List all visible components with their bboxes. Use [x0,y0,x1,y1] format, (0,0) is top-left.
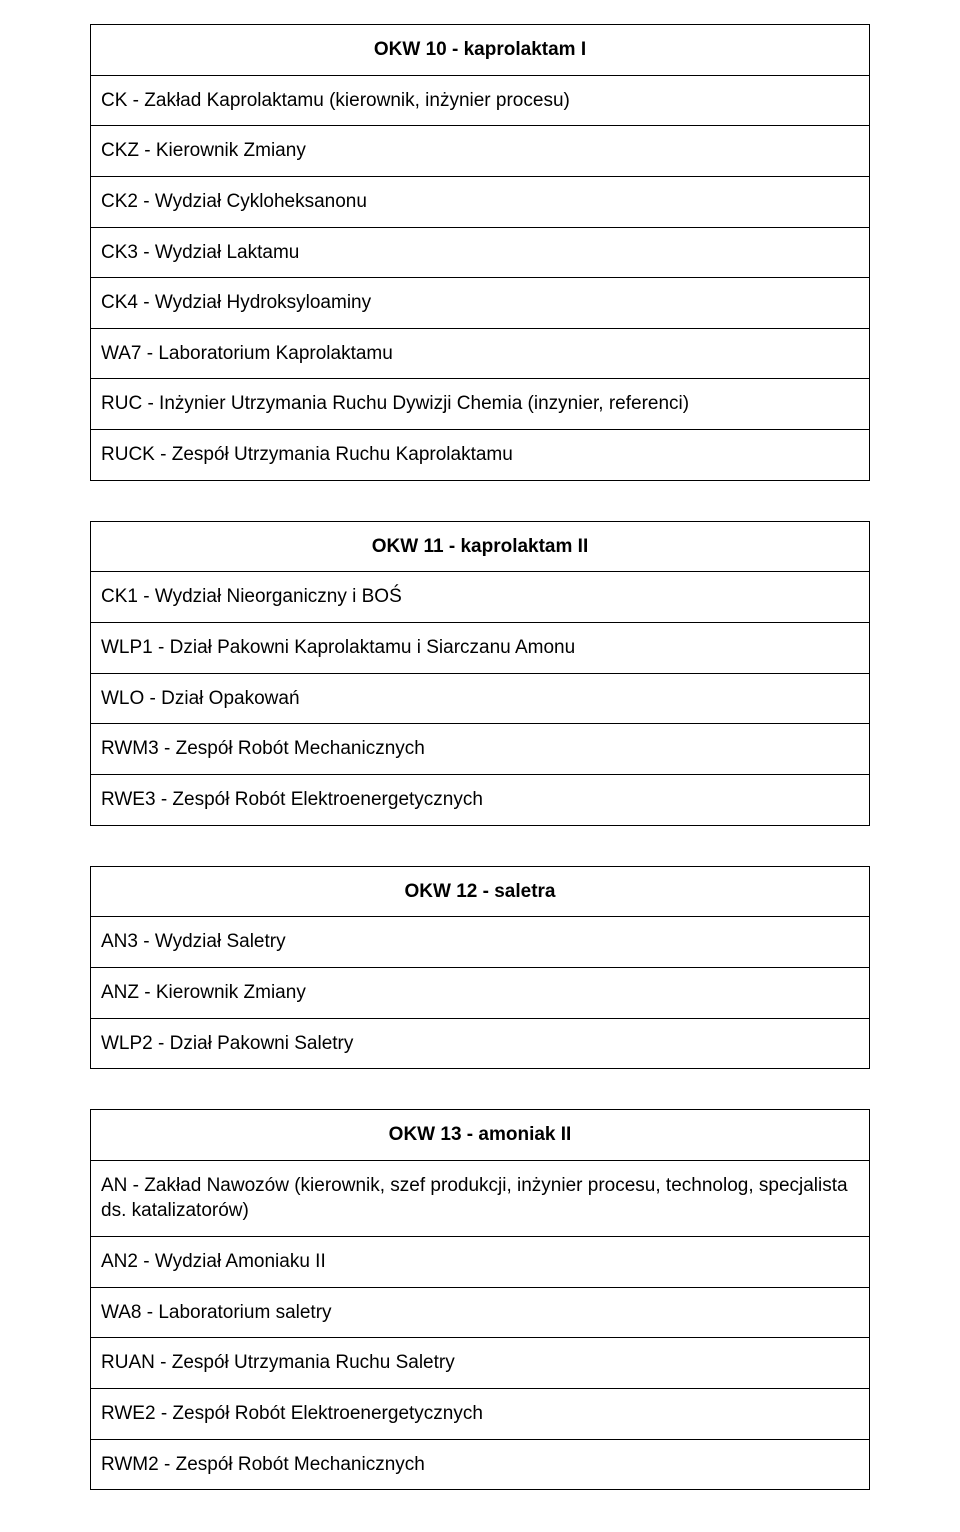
table-row: AN3 - Wydział Saletry [91,917,869,968]
table-row: RUC - Inżynier Utrzymania Ruchu Dywizji … [91,379,869,430]
table-row: CK - Zakład Kaprolaktamu (kierownik, inż… [91,76,869,127]
table-row: CKZ - Kierownik Zmiany [91,126,869,177]
table-row: CK3 - Wydział Laktamu [91,228,869,279]
table-row: RWM2 - Zespół Robót Mechanicznych [91,1440,869,1490]
table-row: RWM3 - Zespół Robót Mechanicznych [91,724,869,775]
section-okw-13: OKW 13 - amoniak II AN - Zakład Nawozów … [90,1109,870,1490]
table-row: CK4 - Wydział Hydroksyloaminy [91,278,869,329]
section-okw-11: OKW 11 - kaprolaktam II CK1 - Wydział Ni… [90,521,870,826]
table-row: RWE2 - Zespół Robót Elektroenergetycznyc… [91,1389,869,1440]
section-title: OKW 12 - saletra [91,867,869,918]
table-row: RWE3 - Zespół Robót Elektroenergetycznyc… [91,775,869,825]
section-okw-12: OKW 12 - saletra AN3 - Wydział Saletry A… [90,866,870,1070]
table-row: WA8 - Laboratorium saletry [91,1288,869,1339]
table-row: WLP2 - Dział Pakowni Saletry [91,1019,869,1069]
table-row: WLP1 - Dział Pakowni Kaprolaktamu i Siar… [91,623,869,674]
section-title: OKW 13 - amoniak II [91,1110,869,1161]
table-row: AN2 - Wydział Amoniaku II [91,1237,869,1288]
table-row: RUCK - Zespół Utrzymania Ruchu Kaprolakt… [91,430,869,480]
table-row: WA7 - Laboratorium Kaprolaktamu [91,329,869,380]
table-row: WLO - Dział Opakowań [91,674,869,725]
table-row: CK1 - Wydział Nieorganiczny i BOŚ [91,572,869,623]
table-row: CK2 - Wydział Cykloheksanonu [91,177,869,228]
table-row: AN - Zakład Nawozów (kierownik, szef pro… [91,1161,869,1237]
table-row: ANZ - Kierownik Zmiany [91,968,869,1019]
section-title: OKW 10 - kaprolaktam I [91,25,869,76]
section-okw-10: OKW 10 - kaprolaktam I CK - Zakład Kapro… [90,24,870,481]
page: OKW 10 - kaprolaktam I CK - Zakład Kapro… [0,0,960,1530]
section-title: OKW 11 - kaprolaktam II [91,522,869,573]
table-row: RUAN - Zespół Utrzymania Ruchu Saletry [91,1338,869,1389]
